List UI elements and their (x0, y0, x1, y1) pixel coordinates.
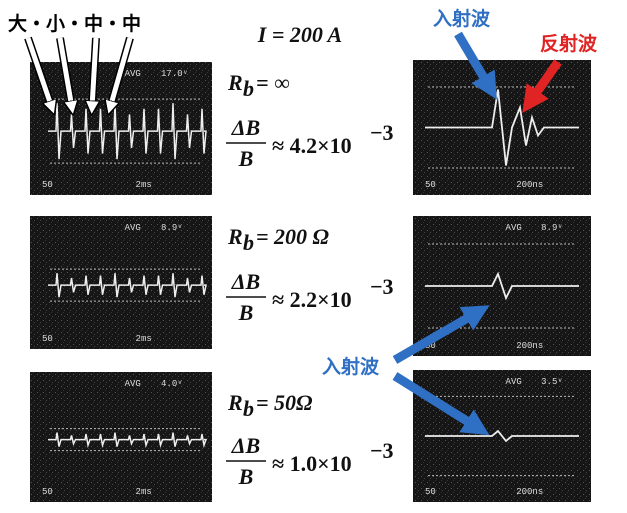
figure: AVG 17.0ᵛ 50 2ms AVG 8.9ᵛ 50 2ms AVG 4.0ᵛ 50 2ms 50 2… (0, 0, 627, 513)
ratio-exponent: −3 (370, 274, 394, 299)
ratio-denominator: B (238, 146, 254, 171)
incident-label: 入射波 (433, 7, 491, 30)
ratio-numerator: ΔB (231, 433, 260, 458)
scope-volts: 8.9ᵛ (541, 223, 563, 233)
scope-timebase: 2ms (136, 487, 152, 497)
reflected-label: 反射波 (540, 32, 598, 55)
resistance-value: = 200 Ω (256, 224, 330, 249)
scope-timebase: 200ns (516, 180, 543, 190)
resistance-subscript: b (243, 396, 254, 421)
scope-timebase: 2ms (136, 180, 152, 190)
top-label: 大・小・中・中 (8, 12, 141, 35)
scope-channel: 50 (42, 487, 53, 497)
page: AVG 17.0ᵛ 50 2ms AVG 8.9ᵛ 50 2ms AVG 4.0ᵛ 50 2ms 50 2… (0, 0, 627, 513)
resistance-subscript: b (243, 76, 254, 101)
scope-volts: 4.0ᵛ (161, 379, 183, 389)
scope-mode: AVG (506, 377, 522, 387)
ratio-denominator: B (238, 464, 254, 489)
resistance-symbol: R (227, 390, 243, 415)
resistance-subscript: b (243, 230, 254, 255)
scope-mode: AVG (125, 379, 141, 389)
scope-mode: AVG (506, 223, 522, 233)
scope-channel: 50 (42, 180, 53, 190)
scope-channel: 50 (425, 487, 436, 497)
ratio-approx: ≈ 4.2×10 (272, 133, 352, 158)
scope-timebase: 200ns (516, 341, 543, 351)
incident-label: 入射波 (322, 355, 380, 378)
scope-mode: AVG (125, 223, 141, 233)
ratio-approx: ≈ 2.2×10 (272, 287, 352, 312)
ratio-approx: ≈ 1.0×10 (272, 451, 352, 476)
scope-volts: 17.0ᵛ (161, 69, 188, 79)
ratio-exponent: −3 (370, 438, 394, 463)
scope-volts: 8.9ᵛ (161, 223, 183, 233)
resistance-symbol: R (227, 224, 243, 249)
ratio-denominator: B (238, 300, 254, 325)
current: I = 200 A (257, 22, 342, 47)
resistance-value: = 50Ω (256, 390, 313, 415)
scope-channel: 50 (425, 180, 436, 190)
resistance-symbol: R (227, 70, 243, 95)
scope-mode: AVG (125, 69, 141, 79)
resistance-value: = ∞ (256, 70, 290, 95)
ratio-numerator: ΔB (231, 269, 260, 294)
ratio-numerator: ΔB (231, 115, 260, 140)
ratio-exponent: −3 (370, 120, 394, 145)
scope-volts: 3.5ᵛ (541, 377, 563, 387)
scope-timebase: 2ms (136, 334, 152, 344)
scope-timebase: 200ns (516, 487, 543, 497)
scope-channel: 50 (42, 334, 53, 344)
